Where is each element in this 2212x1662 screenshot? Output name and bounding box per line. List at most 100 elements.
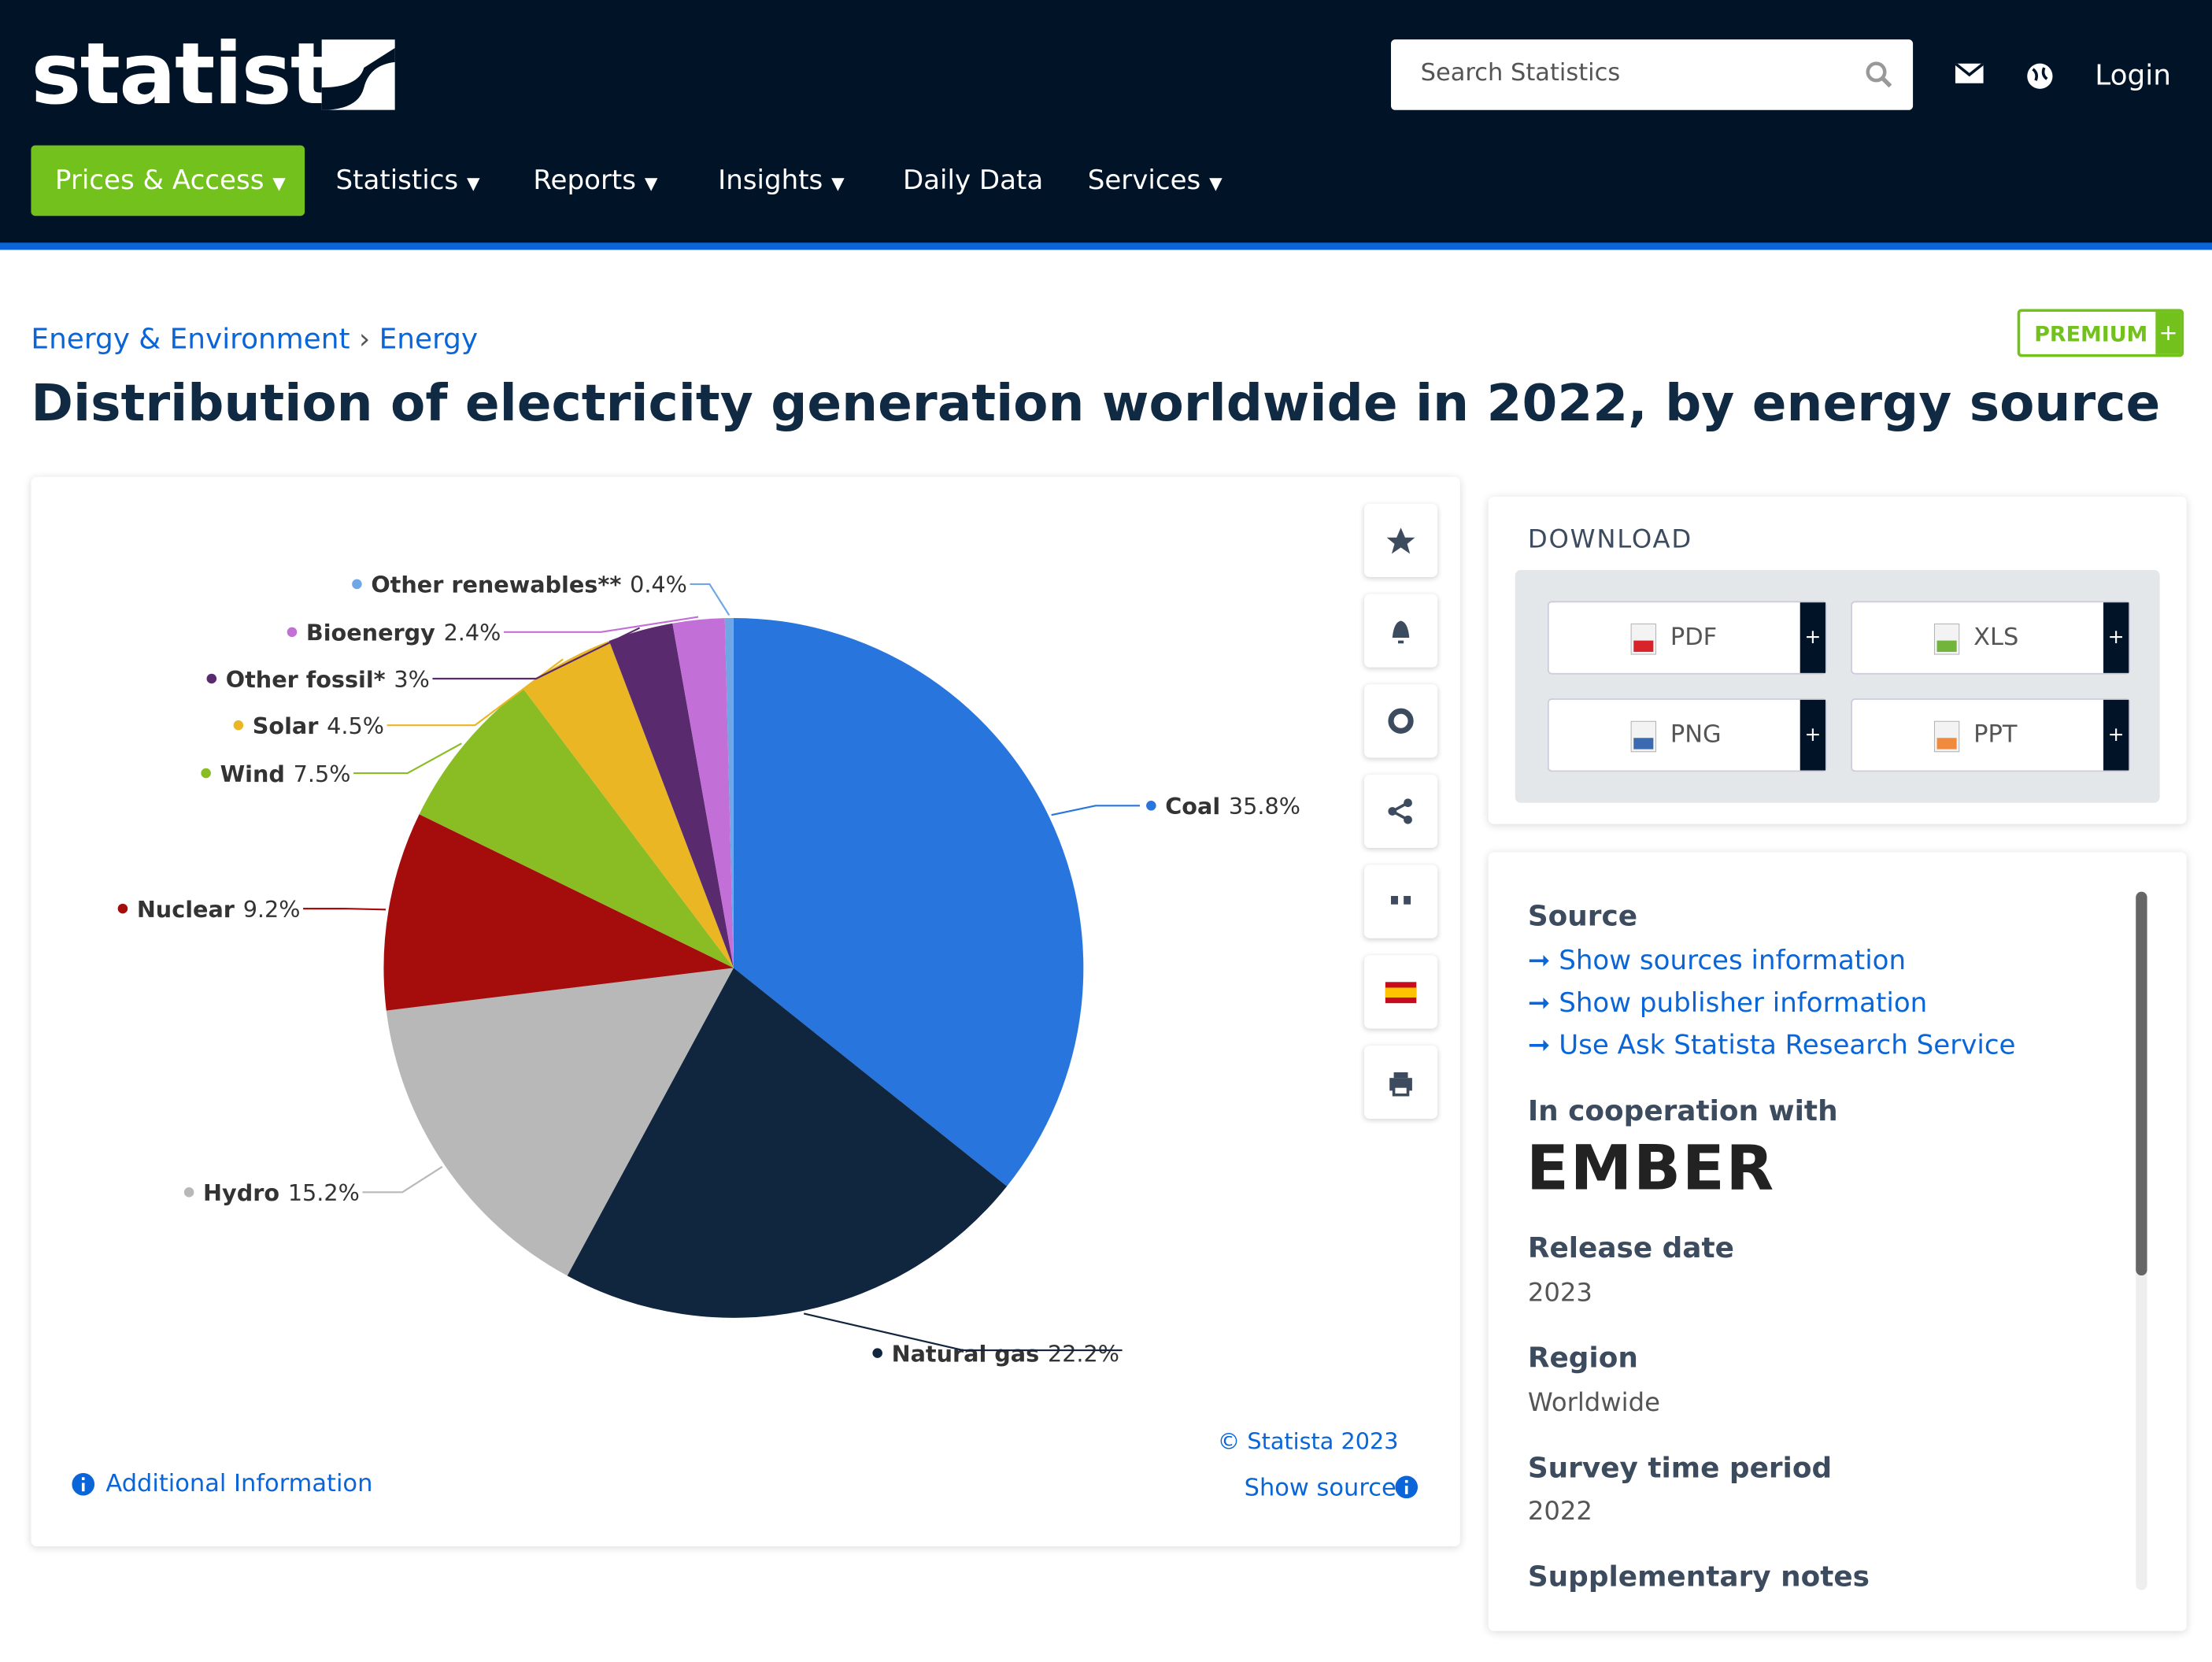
show-source[interactable]: Show source — [1244, 1474, 1396, 1503]
period-title: Survey time period — [1527, 1450, 1833, 1485]
category-label: Natural gas — [892, 1340, 1040, 1367]
data-label: Solar 4.5% — [253, 713, 384, 739]
premium-badge[interactable]: PREMIUM + — [2017, 309, 2184, 357]
data-label: Other fossil* 3% — [226, 666, 430, 693]
nav-item[interactable]: Insights ▼ — [718, 146, 845, 217]
nav-item[interactable]: Daily Data — [903, 146, 1043, 217]
format-label: XLS — [1973, 624, 2019, 652]
breadcrumb: Energy & Environment › Energy — [31, 321, 479, 356]
leader-line — [432, 627, 641, 680]
print-button[interactable] — [1363, 1045, 1438, 1120]
file-icon — [1630, 624, 1656, 655]
cooperation-title: In cooperation with — [1527, 1093, 1838, 1127]
link-text[interactable]: Show sources information — [1559, 945, 1907, 977]
data-label: Natural gas 22.2% — [892, 1340, 1119, 1367]
nav-highlight — [31, 145, 305, 217]
link-text[interactable]: Show publisher information — [1559, 987, 1928, 1019]
download-card: DOWNLOAD PDF + XLS + PNG + PPT + — [1488, 496, 2187, 824]
value-label: 7.5% — [294, 761, 351, 787]
nav-label[interactable]: Daily Data — [902, 165, 1044, 197]
link-text[interactable]: Use Ask Statista Research Service — [1559, 1030, 2016, 1061]
nav-item[interactable]: Reports ▼ — [533, 146, 657, 217]
share-button[interactable] — [1363, 774, 1438, 849]
copyright[interactable]: © Statista 2023 — [1217, 1427, 1399, 1455]
globe-icon[interactable] — [2025, 62, 2054, 91]
language-button[interactable] — [1363, 955, 1438, 1029]
release-value: 2023 — [1527, 1278, 1592, 1309]
period-value: 2022 — [1527, 1497, 1592, 1527]
login[interactable]: Login — [2095, 57, 2171, 92]
info-card — [1488, 852, 2187, 1631]
category-label: Solar — [253, 713, 319, 739]
pie-slice — [608, 623, 734, 968]
data-label: Nuclear 9.2% — [137, 896, 301, 923]
caret: ▼ — [467, 173, 480, 194]
download-button[interactable]: PNG + — [1547, 698, 1827, 772]
nav-label[interactable]: Reports — [533, 165, 637, 197]
data-label: Hydro 15.2% — [203, 1179, 360, 1206]
info-icon — [1395, 1475, 1419, 1499]
nav-item[interactable]: Statistics ▼ — [336, 146, 480, 217]
nav-label[interactable]: Services — [1087, 165, 1201, 197]
badge-text: PREMIUM — [2034, 321, 2148, 347]
download-button[interactable]: XLS + — [1851, 601, 2131, 675]
legend-dot — [206, 673, 217, 684]
notes-title: Supplementary notes — [1527, 1559, 1870, 1594]
category-label: Hydro — [203, 1179, 279, 1206]
breadcrumb-link[interactable]: Energy — [379, 321, 479, 356]
legend-dot — [233, 720, 244, 731]
format-label: PNG — [1670, 720, 1722, 750]
legend-dot — [872, 1348, 882, 1358]
region-title: Region — [1527, 1340, 1638, 1375]
pie-slice — [523, 641, 734, 968]
leader-line — [362, 1166, 443, 1194]
value-label: 22.2% — [1048, 1340, 1119, 1367]
value-label: 15.2% — [288, 1179, 360, 1206]
download-button[interactable]: PDF + — [1547, 601, 1827, 675]
leader-line — [803, 1312, 1123, 1352]
pie-slice — [567, 968, 1008, 1318]
source-link[interactable]: ➞ Show publisher information — [1527, 987, 1928, 1019]
alert-button[interactable] — [1363, 594, 1438, 668]
nav-label[interactable]: Statistics — [335, 165, 459, 197]
nav-item[interactable]: Prices & Access ▼ — [55, 146, 286, 217]
nav-label[interactable]: Insights — [718, 165, 823, 197]
caret: ▼ — [1209, 173, 1223, 194]
legend-dot — [183, 1187, 194, 1197]
search-box[interactable]: Search Statistics — [1391, 39, 1914, 110]
value-label: 4.5% — [327, 713, 384, 739]
nav-label[interactable]: Prices & Access — [54, 165, 264, 197]
download-button[interactable]: PPT + — [1851, 698, 2131, 772]
settings-button[interactable] — [1363, 684, 1438, 758]
data-label: Wind 7.5% — [220, 761, 351, 787]
pie-slice — [724, 617, 734, 968]
pie-slice — [733, 617, 1084, 1186]
category-label: Wind — [220, 761, 285, 787]
leader-line — [387, 658, 564, 727]
additional-info[interactable]: Additional Information — [105, 1470, 373, 1499]
favorite-button[interactable] — [1363, 503, 1438, 577]
ember-logo: EMBER — [1526, 1133, 1776, 1205]
plus: + — [1800, 699, 1825, 771]
legend-dot — [1146, 801, 1156, 811]
nav-item[interactable]: Services ▼ — [1088, 146, 1223, 217]
source-link[interactable]: ➞ Use Ask Statista Research Service — [1527, 1030, 2016, 1061]
leader-line — [690, 583, 731, 616]
source-link[interactable]: ➞ Show sources information — [1527, 945, 1907, 977]
logo-icon — [321, 39, 395, 110]
format-label: PDF — [1670, 624, 1718, 652]
plus: + — [2103, 699, 2129, 771]
cite-button[interactable] — [1363, 864, 1438, 938]
source-title: Source — [1527, 898, 1638, 933]
caret: ▼ — [272, 173, 286, 194]
breadcrumb-link[interactable]: Energy & Environment — [31, 321, 350, 356]
download-title: DOWNLOAD — [1527, 524, 1692, 555]
mail-icon[interactable] — [1955, 63, 1984, 87]
leader-line — [1051, 805, 1141, 816]
legend-dot — [287, 627, 298, 638]
badge-plus: + — [2155, 312, 2181, 354]
format-label: PPT — [1973, 720, 2018, 750]
scrollbar[interactable] — [2136, 891, 2147, 1590]
